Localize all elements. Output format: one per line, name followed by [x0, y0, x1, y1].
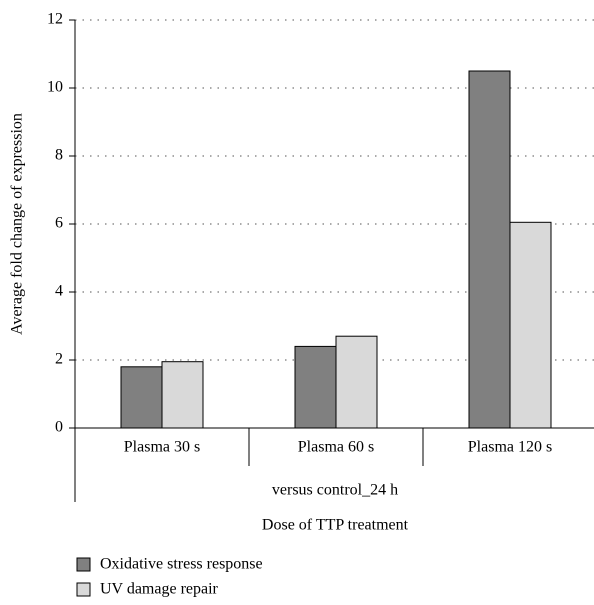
x-tick-label: Plasma 120 s — [468, 439, 552, 456]
y-tick-label: 12 — [47, 11, 63, 28]
y-tick-label: 2 — [55, 351, 63, 368]
legend-swatch — [76, 582, 91, 597]
group-label: versus control_24 h — [272, 482, 398, 499]
bar — [120, 366, 163, 429]
y-tick-label: 0 — [55, 419, 63, 436]
y-tick-label: 8 — [55, 147, 63, 164]
bar — [161, 361, 204, 429]
bar — [468, 70, 511, 429]
y-tick-label: 10 — [47, 79, 63, 96]
legend-label: UV damage repair — [100, 581, 219, 598]
bar — [509, 221, 552, 429]
x-tick-label: Plasma 30 s — [124, 439, 200, 456]
legend-swatch — [76, 557, 91, 572]
y-tick-label: 4 — [55, 283, 63, 300]
x-axis-label: Dose of TTP treatment — [262, 517, 409, 534]
y-tick-label: 6 — [55, 215, 63, 232]
x-tick-label: Plasma 60 s — [298, 439, 374, 456]
bar — [335, 335, 378, 429]
y-axis-label: Average fold change of expression — [9, 113, 26, 335]
legend-label: Oxidative stress response — [100, 556, 263, 573]
bar — [294, 345, 337, 429]
